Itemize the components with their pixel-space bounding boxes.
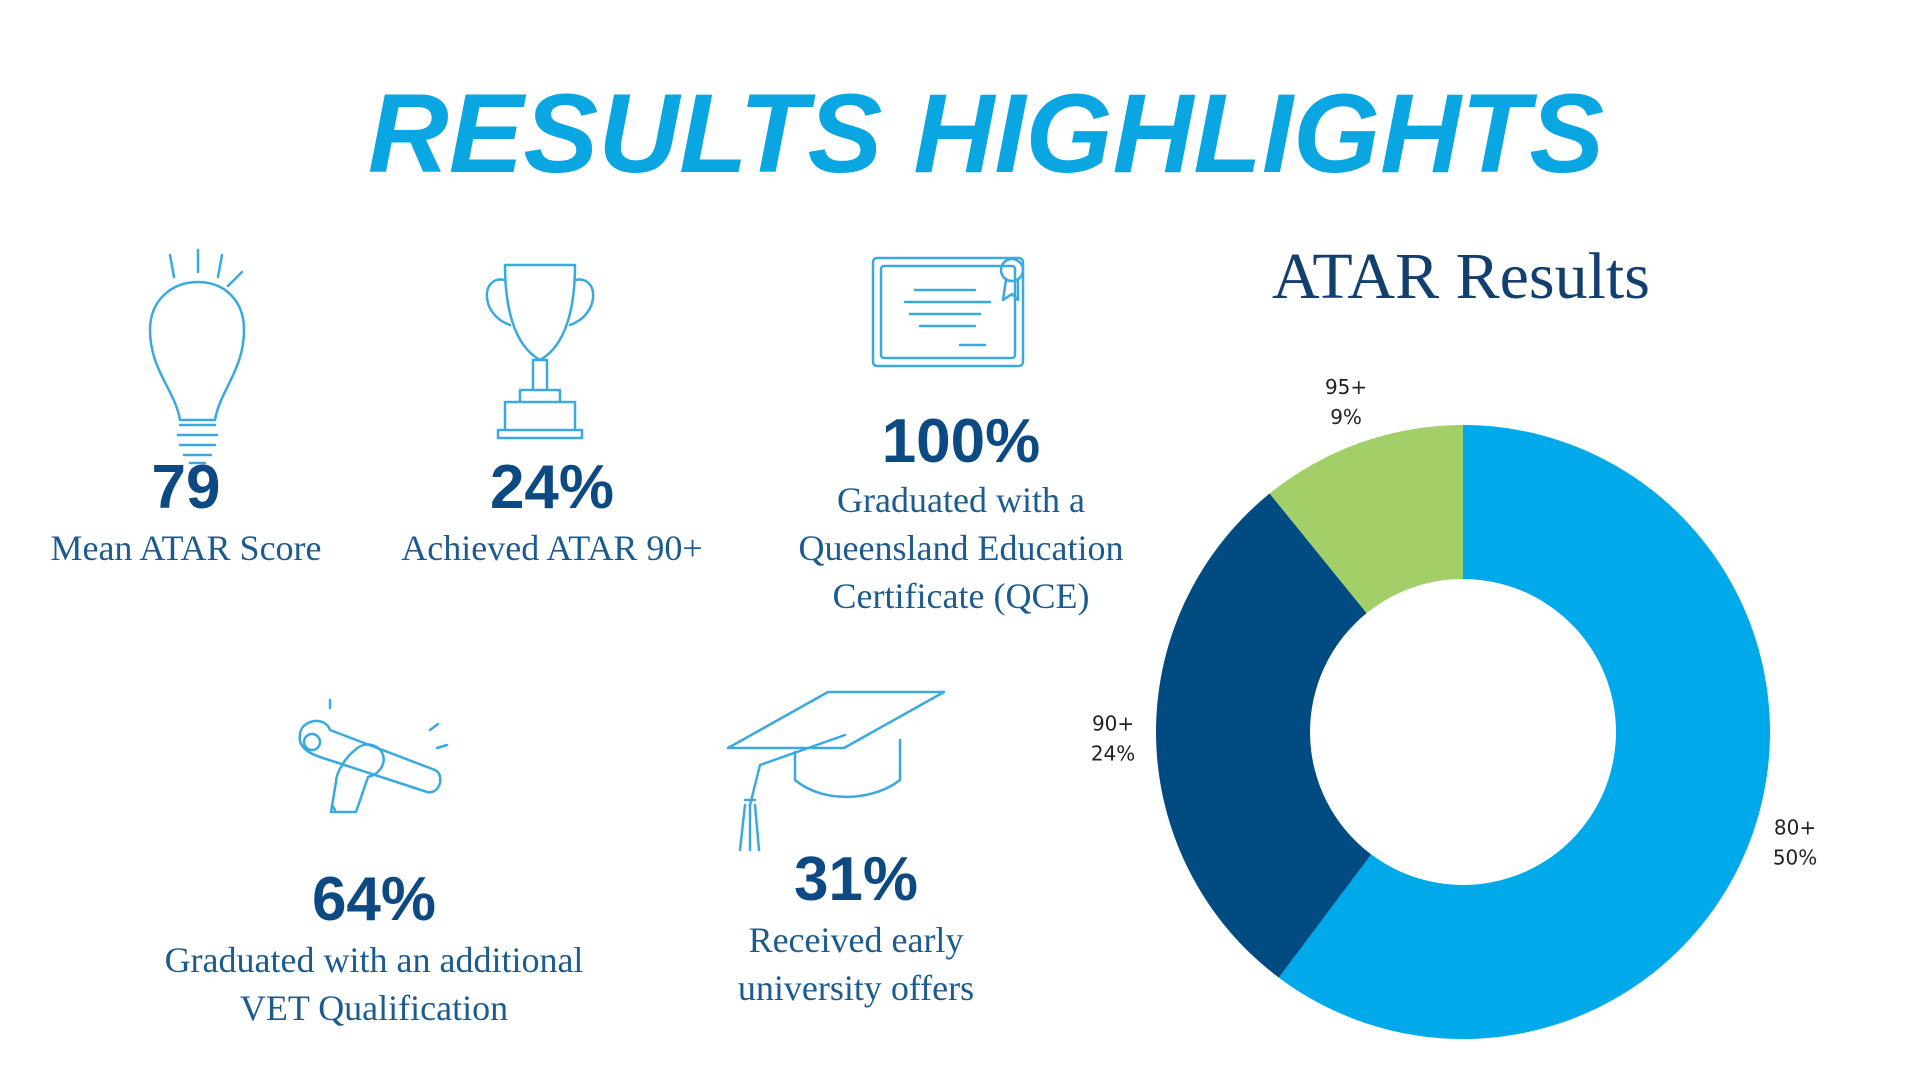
- stat-value: 24%: [490, 453, 614, 522]
- slice-value-label: 50%: [1773, 846, 1817, 870]
- stat-description: university offers: [738, 968, 974, 1008]
- stat-description: Queensland Education: [799, 528, 1124, 568]
- page-title: RESULTS HIGHLIGHTS: [368, 71, 1604, 196]
- stat-description: Certificate (QCE): [833, 576, 1090, 616]
- stat-description: Achieved ATAR 90+: [401, 528, 702, 568]
- certificate-icon: [871, 256, 1025, 368]
- stat-value: 31%: [794, 845, 918, 914]
- stat-description: VET Qualification: [240, 988, 508, 1028]
- diploma-icon: [298, 698, 449, 814]
- slice-category: 95+: [1325, 375, 1367, 399]
- donut-slice: [1269, 425, 1463, 614]
- stat-description: Received early: [749, 920, 964, 960]
- cap-icon: [726, 690, 946, 852]
- stat-value: 79: [152, 453, 221, 522]
- slice-value-label: 9%: [1330, 405, 1362, 429]
- stat-description: Graduated with a: [837, 480, 1085, 520]
- slice-category: 80+: [1774, 816, 1816, 840]
- bulb-icon: [148, 248, 246, 465]
- slice-value-label: 24%: [1091, 742, 1135, 766]
- stat-description: Mean ATAR Score: [50, 528, 321, 568]
- slice-category: 90+: [1092, 712, 1134, 736]
- donut-slice: [1278, 425, 1771, 1039]
- donut-slice: [1156, 493, 1372, 978]
- stat-value: 100%: [882, 407, 1041, 476]
- stat-description: Graduated with an additional: [165, 940, 584, 980]
- chart-title: ATAR Results: [1272, 240, 1650, 313]
- trophy-icon: [485, 263, 595, 440]
- stat-value: 64%: [312, 865, 436, 934]
